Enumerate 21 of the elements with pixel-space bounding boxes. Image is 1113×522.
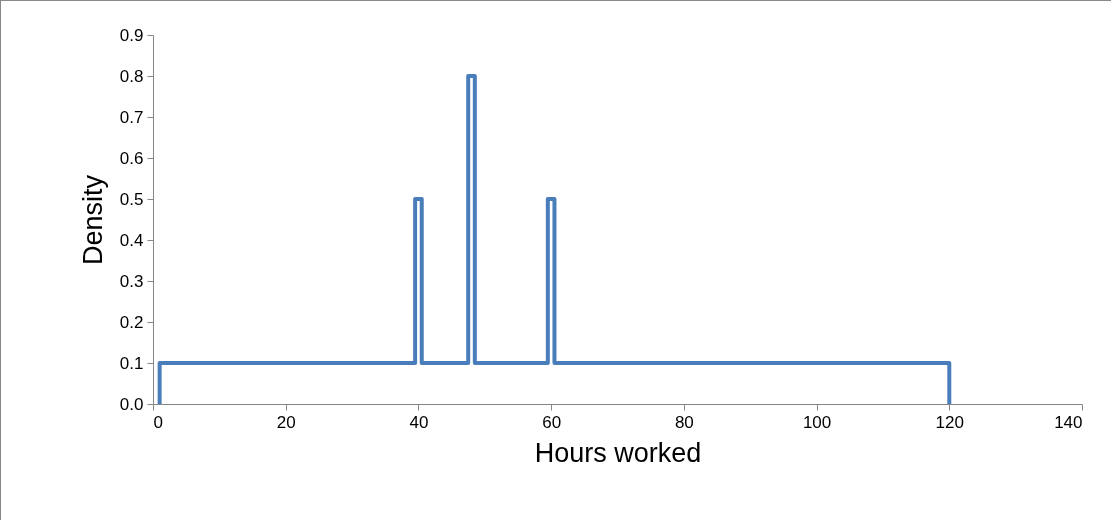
y-tick-label: 0.3: [119, 271, 144, 291]
x-tick-label: 120: [935, 412, 964, 432]
x-tick-label: 80: [674, 412, 694, 432]
y-tick-label: 0.5: [119, 189, 144, 209]
x-tick-label: 40: [409, 412, 429, 432]
y-axis-title: Density: [77, 174, 108, 266]
y-tick-label: 0.9: [119, 25, 144, 45]
line-series: [157, 74, 952, 406]
x-tick-label: 140: [1054, 412, 1083, 432]
y-tick-label: 0.8: [119, 66, 144, 86]
y-tick-label: 0.7: [119, 107, 144, 127]
y-tick-label: 0.6: [119, 148, 144, 168]
y-tick-label: 0.0: [119, 394, 144, 414]
x-tick-label: 20: [276, 412, 296, 432]
y-tick-label: 0.4: [119, 230, 144, 250]
x-tick-label: 0: [153, 412, 163, 432]
x-tick-label: 60: [542, 412, 562, 432]
x-tick-label: 100: [802, 412, 832, 432]
x-axis-title: Hours worked: [534, 437, 702, 468]
y-tick-label: 0.1: [119, 353, 144, 373]
y-tick-label: 0.2: [119, 312, 144, 332]
